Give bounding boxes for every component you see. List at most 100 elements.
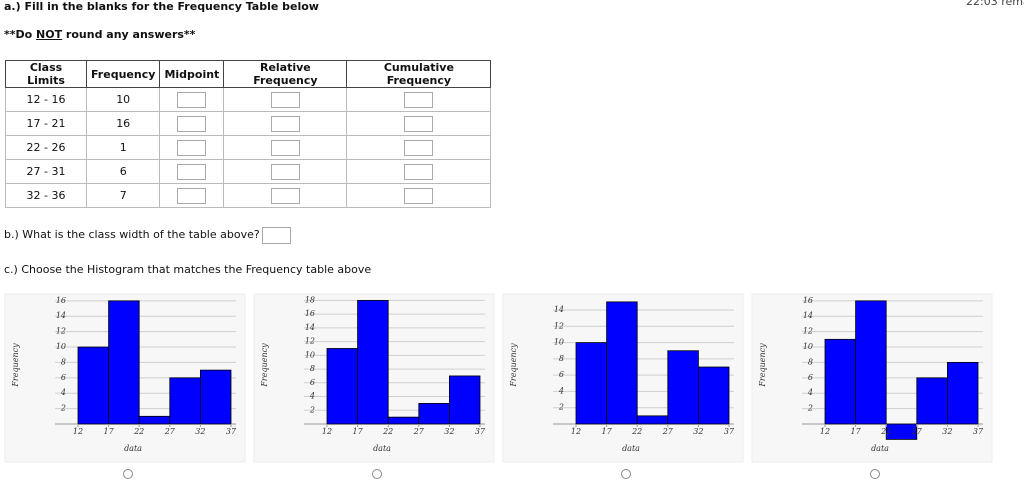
- radio-button[interactable]: [870, 469, 880, 479]
- table-row: 17 - 21 16: [5, 111, 492, 136]
- x-axis-label: data: [373, 444, 391, 453]
- x-tick-label: 32: [195, 427, 205, 436]
- x-tick-label: 12: [322, 427, 332, 436]
- cell: [159, 87, 225, 112]
- bar: [357, 300, 389, 425]
- y-tick-label: 10: [803, 342, 813, 351]
- table-row: 27 - 31 6: [5, 159, 492, 184]
- y-tick-label: 14: [56, 311, 66, 320]
- x-tick-label: 37: [475, 427, 486, 436]
- y-tick-label: 16: [305, 309, 315, 318]
- x-tick-label: 37: [973, 427, 984, 436]
- cell: 10: [85, 87, 161, 112]
- cell: [346, 135, 492, 160]
- cell: [346, 183, 492, 208]
- y-tick-label: 2: [60, 404, 66, 413]
- x-axis-label: data: [622, 444, 640, 453]
- x-tick-label: 17: [602, 427, 613, 436]
- radio-button[interactable]: [123, 469, 133, 479]
- bar: [199, 369, 232, 425]
- column-header: Relative Frequency: [223, 60, 348, 88]
- bar: [575, 342, 608, 425]
- bar: [108, 300, 140, 425]
- header-row: Class Limits Frequency Midpoint Relative Fr…: [5, 60, 492, 88]
- y-tick-label: 6: [61, 373, 66, 382]
- answer-input[interactable]: [404, 91, 434, 108]
- answer-input[interactable]: [177, 163, 207, 180]
- question-c: c.) Choose the Histogram that matches th…: [4, 263, 372, 276]
- answer-input[interactable]: [262, 227, 291, 244]
- x-tick-label: 12: [571, 427, 581, 436]
- bar: [326, 348, 359, 425]
- bar: [636, 415, 669, 425]
- y-tick-label: 4: [60, 388, 66, 397]
- answer-input[interactable]: [270, 115, 300, 132]
- note-end: round any answers**: [62, 28, 196, 41]
- instruction: **Do NOT round any answers**: [4, 28, 195, 41]
- x-tick-label: 27: [911, 427, 923, 436]
- answer-input[interactable]: [270, 163, 300, 180]
- y-tick-label: 12: [305, 337, 315, 346]
- y-axis-label: Frequency: [260, 343, 269, 388]
- bar: [698, 366, 730, 425]
- cell: [159, 183, 225, 208]
- x-tick-label: 17: [851, 427, 862, 436]
- x-tick-label: 12: [820, 427, 830, 436]
- column-header: Cumulative Frequency: [346, 60, 492, 88]
- x-tick-label: 32: [942, 427, 952, 436]
- y-tick-label: 16: [56, 296, 66, 305]
- answer-input[interactable]: [177, 139, 207, 156]
- cell: 12 - 16: [5, 87, 87, 112]
- x-tick-label: 37: [724, 427, 735, 436]
- cell: 1: [85, 135, 161, 160]
- x-tick-label: 22: [382, 427, 393, 436]
- cell: 32 - 36: [5, 183, 87, 208]
- y-tick-label: 14: [803, 311, 813, 320]
- answer-input[interactable]: [404, 187, 434, 204]
- table-row: 32 - 36 7: [5, 183, 492, 208]
- y-tick-label: 8: [310, 364, 315, 373]
- answer-input[interactable]: [177, 91, 207, 108]
- table-row: 22 - 26 1: [5, 135, 492, 160]
- y-tick-label: 2: [558, 403, 564, 412]
- y-tick-label: 10: [305, 350, 315, 359]
- y-tick-label: 6: [310, 378, 315, 387]
- answer-input[interactable]: [404, 163, 434, 180]
- frequency-table: Class Limits Frequency Midpoint Relative Fr…: [5, 60, 492, 208]
- cell: [346, 111, 492, 136]
- answer-input[interactable]: [404, 115, 434, 132]
- answer-input[interactable]: [177, 187, 207, 204]
- answer-input[interactable]: [177, 115, 207, 132]
- question-b: b.) What is the class width of the table…: [4, 228, 260, 241]
- cell: [159, 159, 225, 184]
- y-axis-label: Frequency: [758, 343, 767, 388]
- answer-input[interactable]: [270, 91, 300, 108]
- bar: [606, 301, 638, 425]
- cell: [223, 111, 348, 136]
- bar: [855, 300, 887, 425]
- y-axis-label: Frequency: [11, 343, 20, 388]
- x-tick-label: 17: [104, 427, 115, 436]
- bar: [418, 403, 450, 425]
- y-tick-label: 2: [309, 405, 315, 414]
- bar: [885, 423, 918, 440]
- y-tick-label: 12: [56, 327, 66, 336]
- y-tick-label: 12: [803, 327, 813, 336]
- cell: 27 - 31: [5, 159, 87, 184]
- answer-input[interactable]: [404, 139, 434, 156]
- answer-input[interactable]: [270, 139, 300, 156]
- y-tick-label: 18: [305, 295, 315, 304]
- radio-button[interactable]: [372, 469, 382, 479]
- cell: 7: [85, 183, 161, 208]
- x-axis-label: data: [871, 444, 889, 453]
- radio-button[interactable]: [621, 469, 631, 479]
- y-tick-label: 8: [808, 357, 813, 366]
- y-tick-label: 14: [554, 305, 564, 314]
- y-tick-label: 8: [559, 354, 564, 363]
- cell: 17 - 21: [5, 111, 87, 136]
- x-tick-label: 27: [413, 427, 425, 436]
- answer-input[interactable]: [270, 187, 300, 204]
- bar: [138, 415, 171, 425]
- note-emphasis: NOT: [36, 28, 63, 41]
